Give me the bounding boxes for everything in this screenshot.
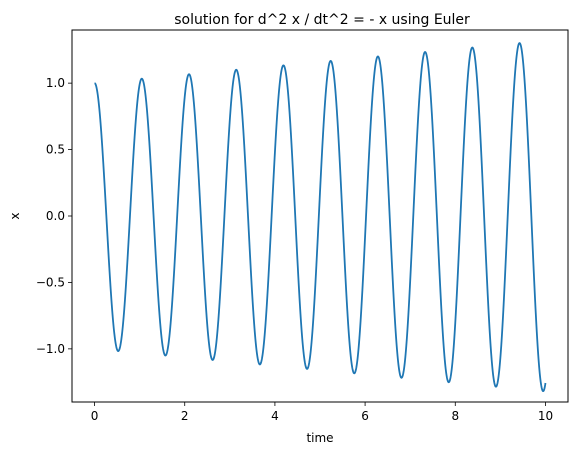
y-axis-ticks: −1.0 −0.5 0.0 0.5 1.0 bbox=[36, 76, 72, 356]
plot-area bbox=[71, 29, 569, 403]
y-tick-label: −1.0 bbox=[36, 342, 65, 356]
x-tick-label: 2 bbox=[181, 409, 189, 423]
y-axis-label: x bbox=[8, 212, 22, 219]
x-tick-label: 6 bbox=[361, 409, 369, 423]
y-tick-label: 0.5 bbox=[46, 143, 65, 157]
x-axis-ticks: 0 2 4 6 8 10 bbox=[91, 402, 553, 423]
series-line bbox=[93, 42, 547, 393]
x-axis-label: time bbox=[306, 431, 333, 445]
x-tick-label: 0 bbox=[91, 409, 99, 423]
y-tick-label: 0.0 bbox=[46, 209, 65, 223]
x-tick-label: 4 bbox=[271, 409, 279, 423]
y-tick-label: −0.5 bbox=[36, 275, 65, 289]
x-tick-label: 8 bbox=[451, 409, 459, 423]
x-tick-label: 10 bbox=[538, 409, 553, 423]
series-layer bbox=[93, 42, 547, 393]
y-tick-label: 1.0 bbox=[46, 76, 65, 90]
chart-title: solution for d^2 x / dt^2 = - x using Eu… bbox=[174, 12, 470, 28]
axes-background bbox=[72, 30, 568, 402]
